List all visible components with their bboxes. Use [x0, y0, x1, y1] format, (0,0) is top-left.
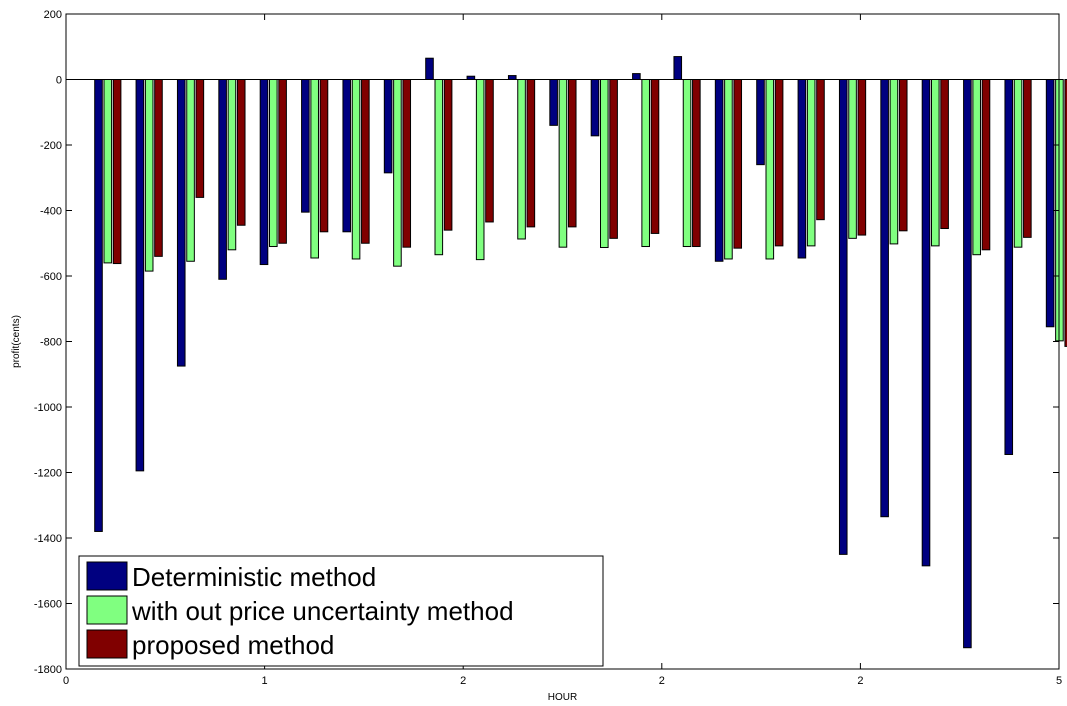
bar — [393, 79, 402, 267]
bar — [797, 79, 807, 259]
y-tick-label: -1600 — [34, 599, 62, 611]
bar — [195, 79, 205, 198]
x-tick-label: 5 — [1056, 675, 1062, 687]
x-tick-label: 2 — [857, 675, 863, 687]
bar — [880, 79, 889, 518]
bar — [526, 79, 536, 228]
bar — [154, 79, 163, 257]
bar — [383, 79, 393, 174]
bar — [144, 79, 154, 272]
bar — [218, 79, 227, 280]
legend-box — [78, 555, 604, 667]
bar — [361, 79, 370, 244]
bar — [236, 79, 246, 226]
y-tick-label: -1800 — [34, 664, 62, 676]
y-tick-label: -800 — [40, 337, 62, 349]
bar — [475, 79, 485, 261]
bar — [342, 79, 352, 233]
bar — [857, 79, 867, 236]
bar — [931, 79, 940, 247]
bar — [1064, 79, 1067, 347]
bar — [921, 79, 931, 567]
bar — [507, 75, 517, 80]
x-tick-label: 2 — [659, 675, 665, 687]
x-axis-label: HOUR — [548, 692, 577, 703]
bar — [733, 79, 743, 249]
bar — [351, 79, 361, 260]
y-tick-label: 200 — [44, 9, 62, 21]
bar — [650, 79, 660, 234]
bar — [1004, 79, 1014, 455]
bar — [94, 79, 103, 532]
bar — [278, 79, 287, 244]
bar — [898, 79, 908, 232]
legend-entry: with out price uncertainty method — [131, 596, 514, 626]
bar — [724, 79, 733, 260]
bar — [112, 79, 122, 265]
bar — [838, 79, 848, 555]
bar — [443, 79, 453, 231]
y-tick-label: -400 — [40, 206, 62, 218]
bar — [600, 79, 609, 249]
bar — [103, 79, 113, 264]
bar — [692, 79, 701, 248]
y-tick-label: -600 — [40, 271, 62, 283]
bar — [259, 79, 269, 266]
bar — [434, 79, 444, 256]
y-tick-label: -1200 — [34, 468, 62, 480]
axes-group: 200 0 -200 -400 -600 -800 -1000 -1200 -1400 -1600… — [34, 9, 1062, 687]
y-axis-label: profit(cents) — [11, 315, 22, 368]
bar — [310, 79, 319, 259]
bar — [682, 79, 692, 248]
bar — [558, 79, 568, 248]
bar — [549, 79, 558, 126]
legend-entry: Deterministic method — [132, 562, 376, 592]
bar — [765, 79, 775, 260]
bar — [756, 79, 765, 166]
y-tick-label: 0 — [56, 75, 62, 87]
bar — [940, 79, 949, 230]
bar — [1045, 79, 1055, 328]
bar — [889, 79, 899, 245]
bar — [590, 79, 600, 137]
y-tick-label: -1000 — [34, 402, 62, 414]
bar — [402, 79, 412, 248]
bar — [1013, 79, 1023, 248]
bar — [632, 73, 641, 80]
bar — [176, 79, 186, 367]
bar — [972, 79, 981, 256]
bar — [673, 56, 683, 81]
y-tick-label: -200 — [40, 140, 62, 152]
bar — [963, 79, 972, 649]
bar — [848, 79, 857, 239]
bar — [425, 57, 434, 80]
legend-entry: proposed method — [132, 630, 334, 660]
bar — [227, 79, 237, 251]
bar — [714, 79, 724, 262]
bar — [1023, 79, 1032, 238]
x-tick-label: 1 — [262, 675, 268, 687]
bar — [269, 79, 278, 248]
legend: Deterministic method with out price uncer… — [78, 555, 604, 667]
legend-swatch — [86, 561, 128, 591]
bar — [517, 79, 526, 240]
bar — [135, 79, 145, 472]
x-tick-label: 0 — [63, 675, 69, 687]
bar — [485, 79, 494, 223]
legend-swatch — [86, 629, 128, 659]
bar — [981, 79, 991, 251]
x-tick-label: 2 — [460, 675, 466, 687]
bar — [806, 79, 816, 247]
bar — [567, 79, 577, 228]
bar — [816, 79, 825, 221]
bar — [319, 79, 329, 233]
y-tick-label: -1400 — [34, 533, 62, 545]
bar — [609, 79, 618, 239]
bar — [186, 79, 195, 262]
bar — [641, 79, 650, 248]
legend-swatch — [86, 595, 128, 625]
bar — [774, 79, 784, 247]
bar — [301, 79, 310, 213]
